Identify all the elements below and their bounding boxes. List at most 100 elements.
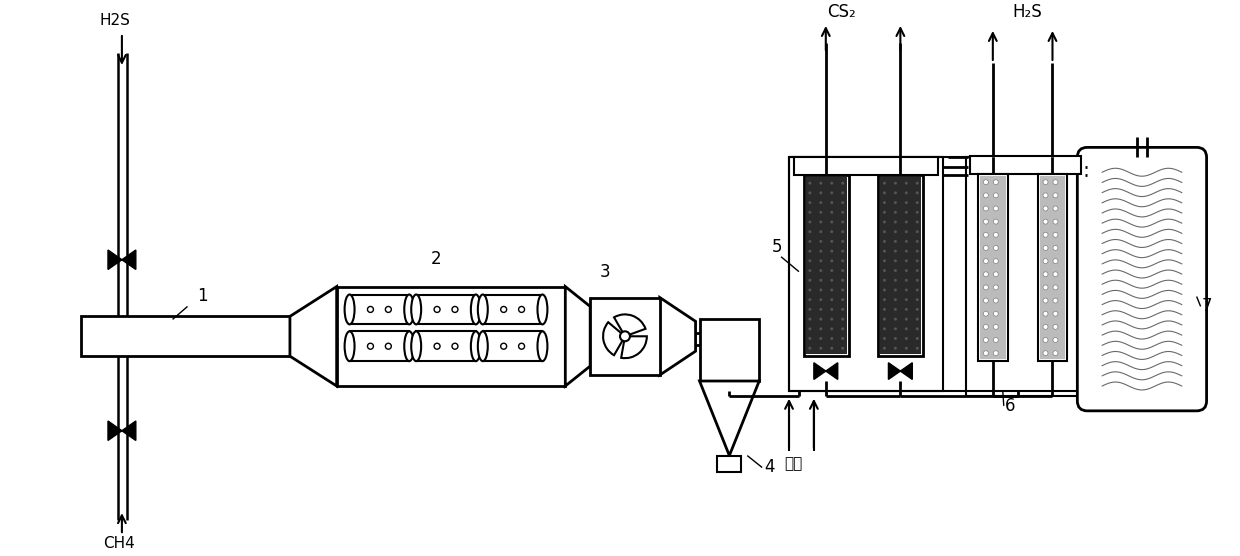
Circle shape [905,191,908,195]
Circle shape [808,240,811,243]
Circle shape [831,347,833,350]
Circle shape [841,327,844,330]
Circle shape [905,317,908,321]
Text: 7: 7 [1202,297,1213,315]
Polygon shape [660,297,696,375]
Circle shape [883,250,885,252]
Circle shape [1043,298,1048,303]
Text: H2S: H2S [99,13,130,28]
Bar [880,177,921,354]
Circle shape [1053,193,1058,198]
Circle shape [916,279,919,282]
Circle shape [883,230,885,233]
Circle shape [993,193,998,198]
Bar [794,157,939,175]
Bar [1039,176,1065,359]
Circle shape [820,250,822,252]
Bar [590,297,660,375]
Circle shape [841,298,844,301]
Ellipse shape [471,331,481,361]
Circle shape [831,211,833,214]
Circle shape [916,259,919,262]
Polygon shape [290,286,336,386]
Ellipse shape [537,331,547,361]
Bar [878,175,924,356]
Circle shape [841,259,844,262]
Circle shape [831,279,833,282]
Circle shape [883,337,885,340]
Wedge shape [621,336,647,358]
Circle shape [883,201,885,204]
Circle shape [831,337,833,340]
Circle shape [808,191,811,195]
Circle shape [894,327,897,330]
Circle shape [820,182,822,185]
Circle shape [841,308,844,311]
Circle shape [1053,337,1058,342]
Circle shape [841,337,844,340]
Circle shape [808,182,811,185]
Text: 5: 5 [773,238,782,256]
Circle shape [1043,337,1048,342]
Circle shape [916,211,919,214]
Circle shape [905,259,908,262]
Ellipse shape [345,331,355,361]
Circle shape [883,191,885,195]
Bar [980,176,1006,359]
Circle shape [916,240,919,243]
Circle shape [916,289,919,291]
Circle shape [983,272,988,277]
Circle shape [841,182,844,185]
Circle shape [1053,232,1058,237]
Circle shape [905,250,908,252]
Circle shape [905,221,908,224]
Circle shape [883,289,885,291]
Circle shape [820,327,822,330]
Circle shape [894,317,897,321]
Circle shape [916,269,919,272]
Circle shape [620,331,630,341]
Circle shape [808,211,811,214]
Circle shape [894,240,897,243]
Circle shape [808,259,811,262]
Circle shape [1043,180,1048,185]
Circle shape [808,308,811,311]
Circle shape [841,347,844,350]
Ellipse shape [412,295,422,324]
Circle shape [983,324,988,329]
Circle shape [905,308,908,311]
Bar [350,295,409,324]
Circle shape [1053,298,1058,303]
Circle shape [1043,193,1048,198]
Circle shape [820,308,822,311]
Circle shape [894,279,897,282]
Circle shape [983,245,988,250]
Circle shape [808,221,811,224]
Circle shape [841,211,844,214]
Circle shape [1043,285,1048,290]
Circle shape [434,343,440,349]
Circle shape [993,259,998,264]
Circle shape [841,191,844,195]
Circle shape [916,347,919,350]
Bar [699,319,759,381]
Circle shape [831,289,833,291]
Circle shape [905,269,908,272]
Circle shape [894,182,897,185]
Ellipse shape [412,331,422,361]
Text: CS₂: CS₂ [827,3,856,21]
Circle shape [993,272,998,277]
Circle shape [993,324,998,329]
Circle shape [1043,232,1048,237]
Circle shape [1053,180,1058,185]
Circle shape [808,289,811,291]
Circle shape [820,269,822,272]
Bar [482,295,542,324]
Circle shape [841,240,844,243]
Circle shape [894,298,897,301]
Circle shape [883,317,885,321]
Circle shape [983,259,988,264]
Circle shape [1043,259,1048,264]
Circle shape [1043,206,1048,211]
Circle shape [808,250,811,252]
